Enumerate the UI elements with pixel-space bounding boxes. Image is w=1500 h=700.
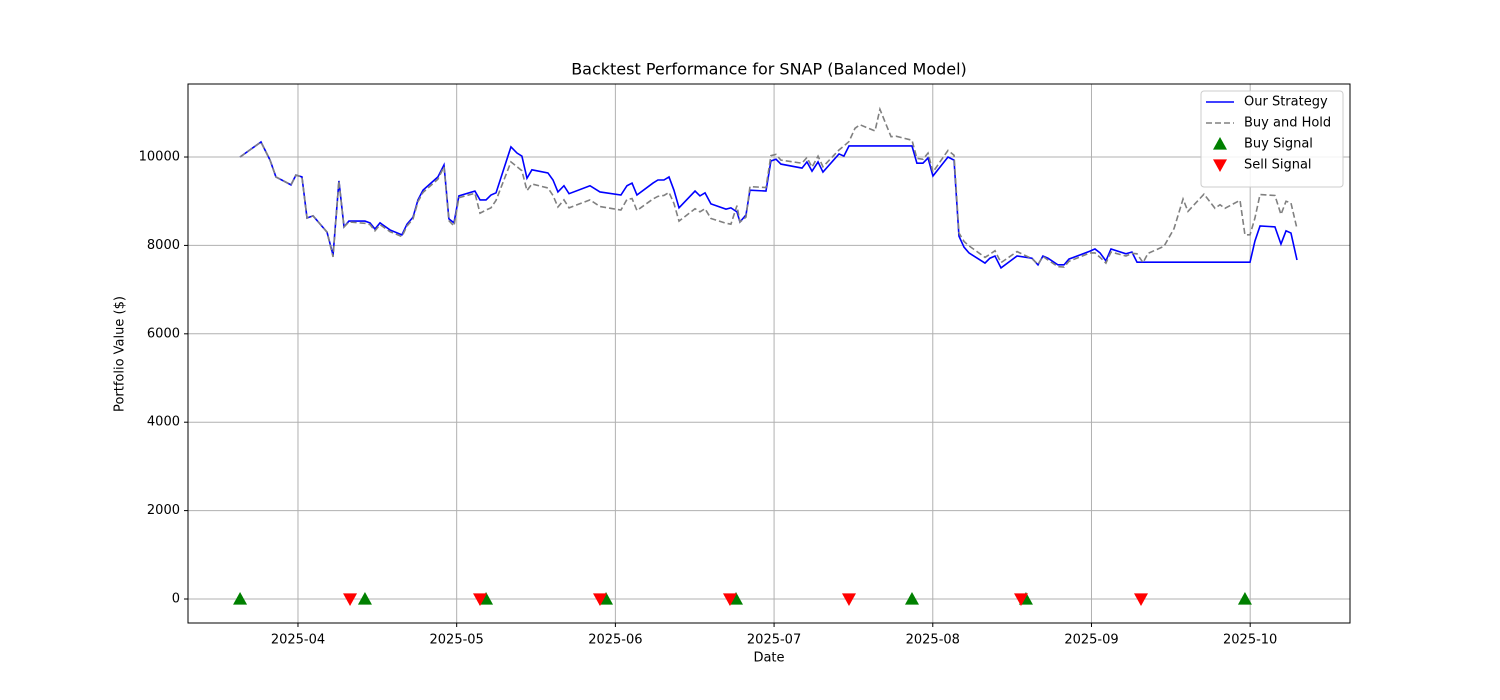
legend-marker	[1213, 159, 1227, 172]
signal-marker	[233, 592, 248, 605]
series-line	[239, 140, 1298, 270]
y-tick-label: 2000	[147, 503, 180, 518]
legend-marker	[1213, 137, 1227, 150]
signal-marker	[1237, 592, 1252, 605]
x-tick-label: 2025-09	[1064, 633, 1118, 648]
signal-marker	[722, 593, 737, 607]
legend-label: Our Strategy	[1244, 95, 1328, 110]
chart-title: Backtest Performance for SNAP (Balanced …	[571, 60, 967, 79]
signal-marker	[479, 592, 494, 605]
x-tick-label: 2025-06	[588, 633, 642, 648]
signal-marker	[1133, 593, 1148, 607]
x-tick-label: 2025-04	[271, 633, 325, 648]
signal-marker	[343, 593, 358, 607]
signal-marker	[599, 592, 614, 605]
plot-frame	[187, 83, 1351, 624]
signal-marker	[904, 592, 919, 605]
y-tick-label: 0	[172, 592, 180, 607]
y-tick-label: 10000	[139, 150, 180, 165]
signal-marker	[841, 593, 856, 607]
legend-label: Buy Signal	[1244, 137, 1313, 152]
series-line	[239, 106, 1298, 268]
signal-marker	[1014, 593, 1029, 607]
y-tick-label: 6000	[147, 326, 180, 341]
signal-marker	[728, 592, 743, 605]
legend-label: Buy and Hold	[1244, 116, 1331, 131]
x-tick-label: 2025-05	[430, 633, 484, 648]
y-axis-label: Portfolio Value ($)	[113, 296, 128, 412]
y-tick-label: 4000	[147, 415, 180, 430]
signal-marker	[357, 592, 372, 605]
legend-box	[1200, 90, 1344, 188]
signal-marker	[592, 593, 607, 607]
legend-label: Sell Signal	[1244, 158, 1312, 173]
x-tick-label: 2025-10	[1223, 633, 1277, 648]
y-tick-label: 8000	[147, 238, 180, 253]
signal-marker	[473, 593, 488, 607]
x-tick-label: 2025-07	[747, 633, 801, 648]
x-axis-label: Date	[753, 651, 784, 666]
x-tick-label: 2025-08	[906, 633, 960, 648]
